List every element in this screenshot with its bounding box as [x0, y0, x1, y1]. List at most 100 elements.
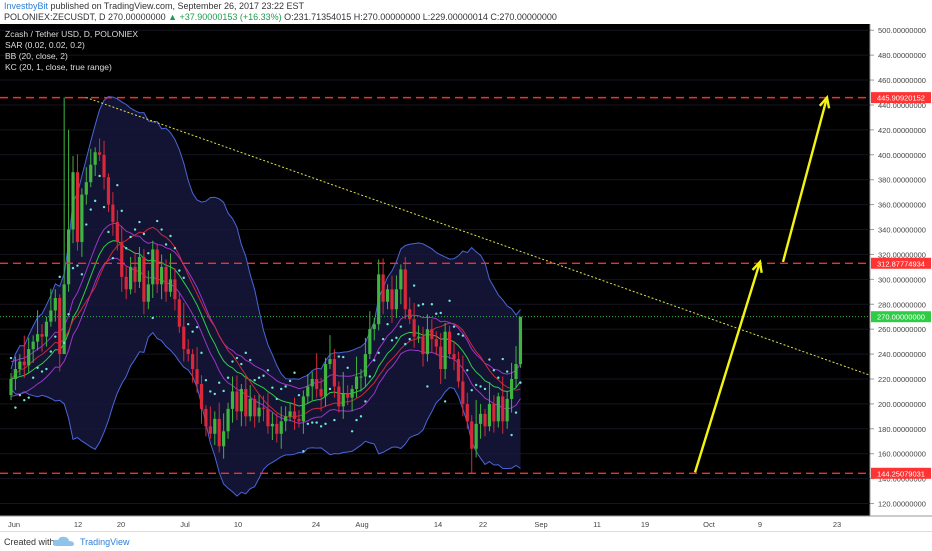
legend-symbol: Zcash / Tether USD, D, POLONIEX [5, 29, 138, 39]
sar-dot [355, 418, 358, 422]
candle-body [222, 431, 226, 447]
sar-dot [49, 350, 53, 353]
sar-dot [519, 381, 522, 384]
sar-dot [404, 342, 407, 346]
ohlc-text: O:231.71354015 H:270.00000000 L:229.0000… [284, 12, 557, 22]
candle-body [270, 423, 274, 427]
candle-body [306, 386, 310, 397]
symbol-line: POLONIEX:ZECUSDT, D 270.00000000 ▲ +37.9… [4, 12, 557, 22]
candle-body [390, 289, 394, 310]
sar-dot [474, 383, 478, 387]
candle-body [474, 423, 478, 449]
time-tick-label: Oct [703, 520, 716, 529]
sar-dot [191, 330, 194, 333]
candle-body [337, 386, 341, 407]
sar-dot [302, 450, 305, 453]
sar-dot [244, 351, 247, 355]
sar-dot [275, 397, 278, 401]
candle-body [49, 310, 53, 322]
last-price-tag-bg [871, 311, 931, 323]
sar-dot [293, 371, 296, 374]
candle-body [173, 279, 177, 300]
candle-body [501, 396, 505, 422]
candle-body [478, 413, 483, 424]
sar-dot [315, 421, 318, 424]
sar-dot [40, 370, 44, 373]
sar-dot [333, 418, 336, 422]
sar-dot [448, 299, 451, 302]
sar-dot [306, 422, 310, 426]
time-tick-label: 10 [234, 520, 242, 529]
sar-dot [368, 375, 372, 378]
price-tick-label: 440.00000000 [878, 101, 926, 110]
candle-body [146, 284, 150, 302]
candle-body [505, 398, 509, 422]
candle-body [195, 369, 199, 384]
price-text: 270.00000000 [108, 12, 166, 22]
price-tick-label: 260.00000000 [878, 325, 926, 334]
sar-dot [492, 369, 496, 372]
price-tick-label: 420.00000000 [878, 126, 926, 135]
sar-dot [54, 335, 57, 338]
sar-dot [160, 228, 163, 231]
price-tick-label: 180.00000000 [878, 425, 926, 434]
price-tick-label: 320.00000000 [878, 250, 926, 259]
candle-body [412, 319, 416, 337]
level-price-tag-bg [871, 467, 931, 479]
publish-line: InvestbyBit published on TradingView.com… [4, 1, 304, 11]
sar-dot [62, 341, 66, 345]
tradingview-link[interactable]: TradingView [80, 537, 130, 547]
candle-body [13, 369, 18, 379]
chart-header: InvestbyBit published on TradingView.com… [0, 0, 932, 24]
price-chart[interactable]: Zcash / Tether USD, D, POLONIEX SAR (0.0… [0, 24, 932, 531]
sar-dot [377, 351, 380, 355]
candle-body [487, 403, 492, 427]
time-tick-label: 24 [312, 520, 320, 529]
time-tick-label: Sep [534, 520, 547, 529]
sar-dot [342, 355, 345, 359]
candle-body [518, 316, 523, 365]
sar-dot [324, 422, 327, 426]
price-tick-label: 380.00000000 [878, 176, 926, 185]
sar-dot [124, 247, 128, 250]
candle-body [301, 396, 305, 422]
sar-dot [204, 379, 208, 382]
author-link[interactable]: InvestbyBit [4, 1, 49, 11]
sar-dot [253, 379, 256, 382]
sar-dot [488, 358, 491, 361]
created-with-text: Created with [4, 537, 55, 547]
candle-body [292, 411, 297, 419]
candle-body [284, 416, 288, 422]
sar-dot [235, 356, 239, 360]
projection-arrow [693, 261, 762, 473]
projection-arrow [781, 97, 829, 263]
candle-body [381, 274, 385, 302]
time-tick-label: 12 [74, 520, 82, 529]
level-price-tag: 144.25079031 [877, 469, 925, 478]
candle-body [514, 364, 518, 379]
sar-dot [36, 366, 39, 369]
candle-body [106, 177, 111, 205]
candle-body [75, 172, 80, 242]
sar-dot [142, 232, 146, 236]
sar-dot [408, 337, 411, 341]
sar-dot [111, 256, 115, 260]
time-tick-label: 20 [117, 520, 125, 529]
sar-dot [240, 362, 243, 366]
candle-body [248, 398, 252, 417]
sar-dot [350, 430, 354, 433]
sar-dot [155, 219, 159, 223]
sar-dot [505, 370, 509, 373]
candle-body [151, 249, 155, 285]
sar-dot [346, 366, 349, 369]
candle-body [129, 266, 133, 290]
price-tick-label: 300.00000000 [878, 275, 926, 284]
sar-dot [45, 367, 48, 371]
sar-dot [85, 223, 88, 226]
candle-body [204, 408, 208, 427]
sar-dot [222, 389, 225, 393]
sar-dot [98, 174, 101, 178]
sar-dot [178, 269, 181, 272]
candle-body [239, 388, 243, 412]
sar-dot [133, 228, 137, 231]
